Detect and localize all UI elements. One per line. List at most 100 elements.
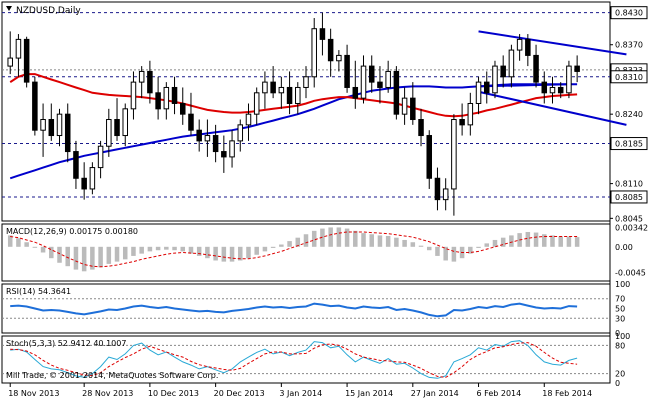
macd-bar [196,246,202,256]
candle-body [492,65,498,94]
candle-body [541,81,548,94]
candle [48,103,55,141]
candle-body [212,135,219,153]
macd-bar [180,246,186,252]
macd-bar [188,246,194,254]
candle-body [500,65,506,78]
candle-body [525,38,531,56]
channel-upper-line [478,30,627,56]
macd-signal-line [10,231,578,268]
price-label-box [610,70,648,84]
price-tick-label: 0.8430 [615,9,643,18]
candle [574,55,580,83]
candle [221,135,227,173]
x-tick-label: 18 Feb 2014 [542,389,592,398]
candle-body [410,97,416,121]
macd-bar [361,233,366,247]
candle [475,76,482,115]
candle-body [130,81,137,110]
candle-body [32,81,38,131]
candle [401,87,408,125]
candle-body [122,108,129,137]
x-tick-label: 10 Dec 2013 [148,389,199,398]
macd-bar [336,227,342,247]
candle [442,178,449,211]
candle-body [114,119,120,137]
stoch-tick-label: 80 [615,341,625,350]
candle-body [270,81,276,94]
candle [179,87,186,125]
macd-bar [468,246,473,254]
candle [15,34,22,77]
candle [385,60,391,93]
macd-bar [164,246,169,250]
candle [171,76,178,115]
macd-bar [122,246,128,260]
candle-body [459,119,465,126]
candle [147,60,153,104]
macd-bar [81,246,87,272]
candle [459,103,465,136]
macd-bar [131,246,136,256]
stoch-title: Stoch(5,3,3) 52.9412 40.1007 [6,339,126,348]
candle-body [566,65,572,94]
x-tick-label: 15 Jan 2014 [345,389,393,398]
candle-body [253,92,260,115]
candle [163,82,170,120]
macd-bar [172,246,177,251]
candle-body [245,113,252,126]
candle-body [475,81,482,104]
macd-bar [542,234,547,247]
candle-body [303,76,309,88]
candle [89,162,96,195]
candle-body [327,38,334,62]
price-label-box [610,190,648,204]
candle-body [229,140,235,158]
candle-body [97,145,104,169]
macd-bar [328,227,333,247]
stoch-main-line [10,340,578,379]
candle [533,44,539,88]
x-tick-label: 3 Jan 2014 [279,389,322,398]
macd-bar [558,236,563,247]
candle [114,98,120,141]
candle-body [73,151,79,179]
macd-bar [73,246,79,270]
pane-frame-stoch [1,335,611,384]
candle-body [81,177,87,190]
macd-bar [221,246,227,262]
macd-bar [106,246,112,264]
macd-bar [229,246,235,262]
price-label-box [610,6,648,20]
candle [286,71,293,115]
x-tick-label: 27 Jan 2014 [411,389,459,398]
macd-bar [246,246,251,259]
candle [270,66,276,99]
candle-body [23,38,30,83]
macd-bar [213,246,218,261]
candle-body [549,86,556,94]
macd-bar [525,231,531,247]
macd-bar [295,237,301,247]
candle-body [64,113,71,153]
candle [237,119,244,152]
candle [97,140,104,179]
candle [393,66,400,120]
candle-body [426,135,433,179]
price-tick-label: 0.8185 [615,140,643,149]
chart-title: NZDUSD,Daily [16,6,81,16]
stoch-signal-line [10,342,578,378]
candle [253,87,260,125]
candle [377,66,383,104]
macd-bar [114,246,120,262]
macd-bar [484,243,490,247]
candle [508,44,515,88]
candle-body [557,86,564,94]
candle-body [262,81,268,94]
candle [319,12,326,56]
macd-bar [155,246,161,251]
macd-tick-label: -0.0045 [615,268,646,277]
candle-body [451,119,457,190]
candle-body [40,119,46,131]
